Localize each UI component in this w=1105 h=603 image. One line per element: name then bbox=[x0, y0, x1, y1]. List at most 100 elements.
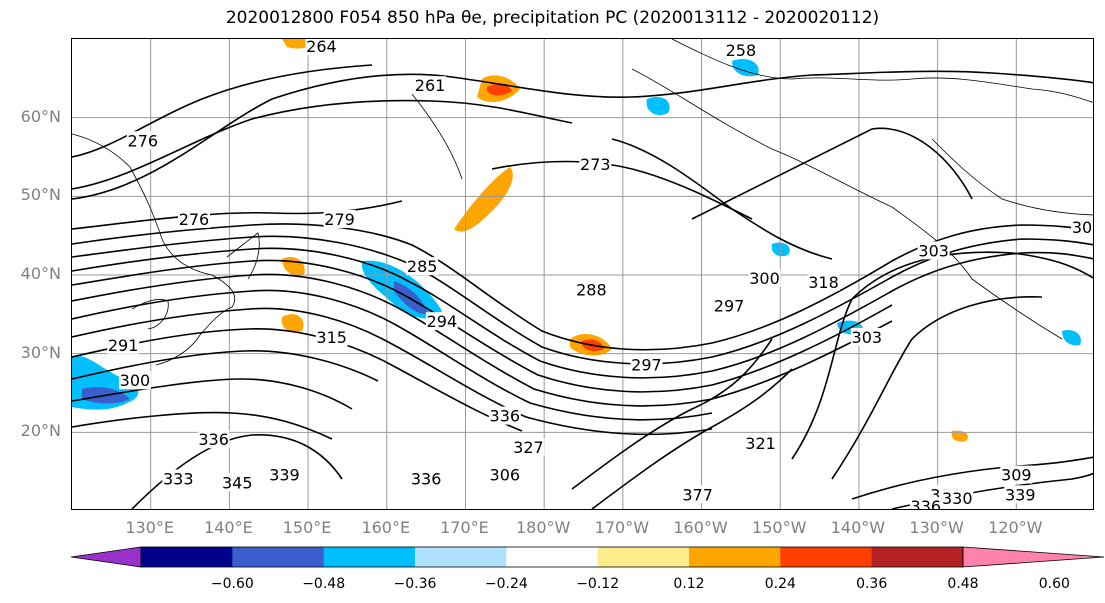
contour-label-background bbox=[630, 355, 663, 374]
colorbar bbox=[70, 546, 1105, 568]
colorbar-cell bbox=[141, 547, 233, 567]
latitude-label: 30°N bbox=[20, 342, 61, 362]
colorbar-cell bbox=[323, 547, 416, 567]
contour-label-background bbox=[575, 280, 608, 299]
contour-label: 297 bbox=[714, 296, 745, 315]
contour-label: 300 bbox=[749, 269, 780, 288]
longitude-label: 160°W bbox=[673, 518, 728, 537]
contour-label-background bbox=[162, 469, 195, 488]
colorbar-tick-label: 0.36 bbox=[856, 576, 888, 592]
contour-label-background bbox=[681, 485, 714, 504]
colorbar-extend-low bbox=[70, 546, 142, 568]
contour-label-background bbox=[744, 434, 777, 453]
contour-label: 336 bbox=[911, 497, 942, 510]
contour-label: 321 bbox=[745, 434, 776, 453]
contour-label: 306 bbox=[1072, 218, 1094, 237]
contour-label: 336 bbox=[490, 407, 521, 426]
colorbar-cell bbox=[415, 547, 507, 567]
longitude-label: 170°E bbox=[440, 518, 489, 537]
colorbar-cell bbox=[597, 547, 690, 567]
contour-label-background bbox=[107, 335, 140, 354]
colorbar-tick-label: 0.48 bbox=[947, 576, 979, 592]
contour-label-background bbox=[268, 465, 301, 484]
longitude-label: 130°E bbox=[125, 518, 175, 537]
contour-label-background bbox=[909, 497, 942, 509]
coastlines bbox=[72, 39, 1093, 366]
contour-label-background bbox=[118, 371, 151, 390]
longitude-label: 120°W bbox=[988, 518, 1043, 537]
contour-label-background bbox=[512, 438, 545, 457]
longitude-label: 150°W bbox=[752, 518, 807, 537]
contour-label: 315 bbox=[316, 328, 347, 347]
colorbar-extend-high bbox=[962, 546, 1105, 568]
contour-label-background bbox=[713, 296, 746, 315]
contour-label-background bbox=[126, 131, 159, 150]
latitude-label: 20°N bbox=[20, 421, 61, 441]
colorbar-cell bbox=[689, 547, 781, 567]
longitude-label: 140°W bbox=[830, 518, 886, 537]
colorbar-cell bbox=[780, 547, 873, 567]
longitude-label: 150°E bbox=[282, 518, 332, 537]
precipitation-shading bbox=[72, 39, 1081, 442]
contour-label: 345 bbox=[222, 473, 253, 492]
contour-label: 303 bbox=[918, 241, 949, 260]
contour-label: 276 bbox=[128, 131, 159, 150]
contour-label: 264 bbox=[306, 39, 337, 56]
contour-label-background bbox=[1071, 217, 1093, 236]
contour-label-background bbox=[197, 430, 230, 449]
contour-label: 333 bbox=[163, 470, 194, 489]
contour-label: 291 bbox=[108, 336, 139, 355]
contour-label-background bbox=[323, 209, 356, 228]
contour-label-background bbox=[177, 209, 210, 228]
contour-label-background bbox=[221, 473, 254, 492]
map-plot-area: 264 261 258 273 276 279 276 285 288 294 297 297 300 3… bbox=[71, 38, 1094, 510]
contour-label: 294 bbox=[427, 312, 458, 331]
colorbar-tick-label: −0.60 bbox=[210, 576, 254, 592]
contour-label: 297 bbox=[631, 355, 662, 374]
contour-label: 300 bbox=[120, 371, 151, 390]
contour-label-background bbox=[425, 312, 458, 331]
contour-label: 276 bbox=[179, 210, 210, 229]
colorbar-cell bbox=[871, 547, 964, 567]
contour-label: 336 bbox=[411, 470, 442, 489]
contour-label: 336 bbox=[198, 430, 229, 449]
contour-label: 261 bbox=[415, 76, 446, 95]
contour-label-background bbox=[748, 268, 781, 287]
contour-label-background bbox=[305, 39, 338, 55]
colorbar-tick-label: 0.60 bbox=[1038, 576, 1070, 592]
contour-label-background bbox=[917, 241, 950, 260]
contour-labels: 2642612582732762792762852882942972973003… bbox=[107, 39, 1094, 510]
contour-label-background bbox=[406, 257, 439, 276]
latitude-label: 40°N bbox=[20, 264, 61, 283]
longitude-label: 170°W bbox=[594, 518, 650, 537]
contour-label: 327 bbox=[513, 438, 544, 457]
colorbar-tick-label: 0.12 bbox=[673, 576, 705, 592]
colorbar-outline bbox=[140, 546, 964, 568]
contour-label-background bbox=[1000, 465, 1033, 484]
contour-label: 285 bbox=[407, 257, 438, 276]
longitude-label: 140°E bbox=[204, 518, 253, 537]
contour-label-background bbox=[724, 40, 757, 59]
contour-label: 309 bbox=[1001, 466, 1032, 485]
contour-label: 258 bbox=[726, 41, 757, 60]
contour-label-background bbox=[807, 272, 840, 291]
latitude-label: 60°N bbox=[20, 106, 61, 126]
contour-label-background bbox=[579, 154, 612, 173]
map-title: 2020012800 F054 850 hPa θe, precipitatio… bbox=[225, 8, 880, 28]
longitude-label: 180°W bbox=[515, 518, 571, 537]
contour-label: 273 bbox=[580, 155, 611, 174]
contour-map: 2642612582732762792762852882942972973003… bbox=[72, 39, 1094, 510]
contour-label: 318 bbox=[808, 273, 839, 292]
contour-label-background bbox=[488, 465, 521, 484]
longitude-label: 160°E bbox=[361, 518, 411, 537]
contour-label: 377 bbox=[682, 485, 713, 504]
latitude-label: 50°N bbox=[20, 185, 61, 205]
contour-label: 306 bbox=[490, 466, 521, 485]
contour-label-background bbox=[1004, 485, 1037, 504]
colorbar-tick-label: −0.48 bbox=[302, 576, 346, 592]
contour-label: 339 bbox=[269, 466, 300, 485]
contour-label: 288 bbox=[576, 281, 607, 300]
colorbar-tick-label: −0.12 bbox=[576, 576, 620, 592]
contour-label-background bbox=[488, 406, 521, 425]
contour-label-background bbox=[414, 76, 447, 95]
